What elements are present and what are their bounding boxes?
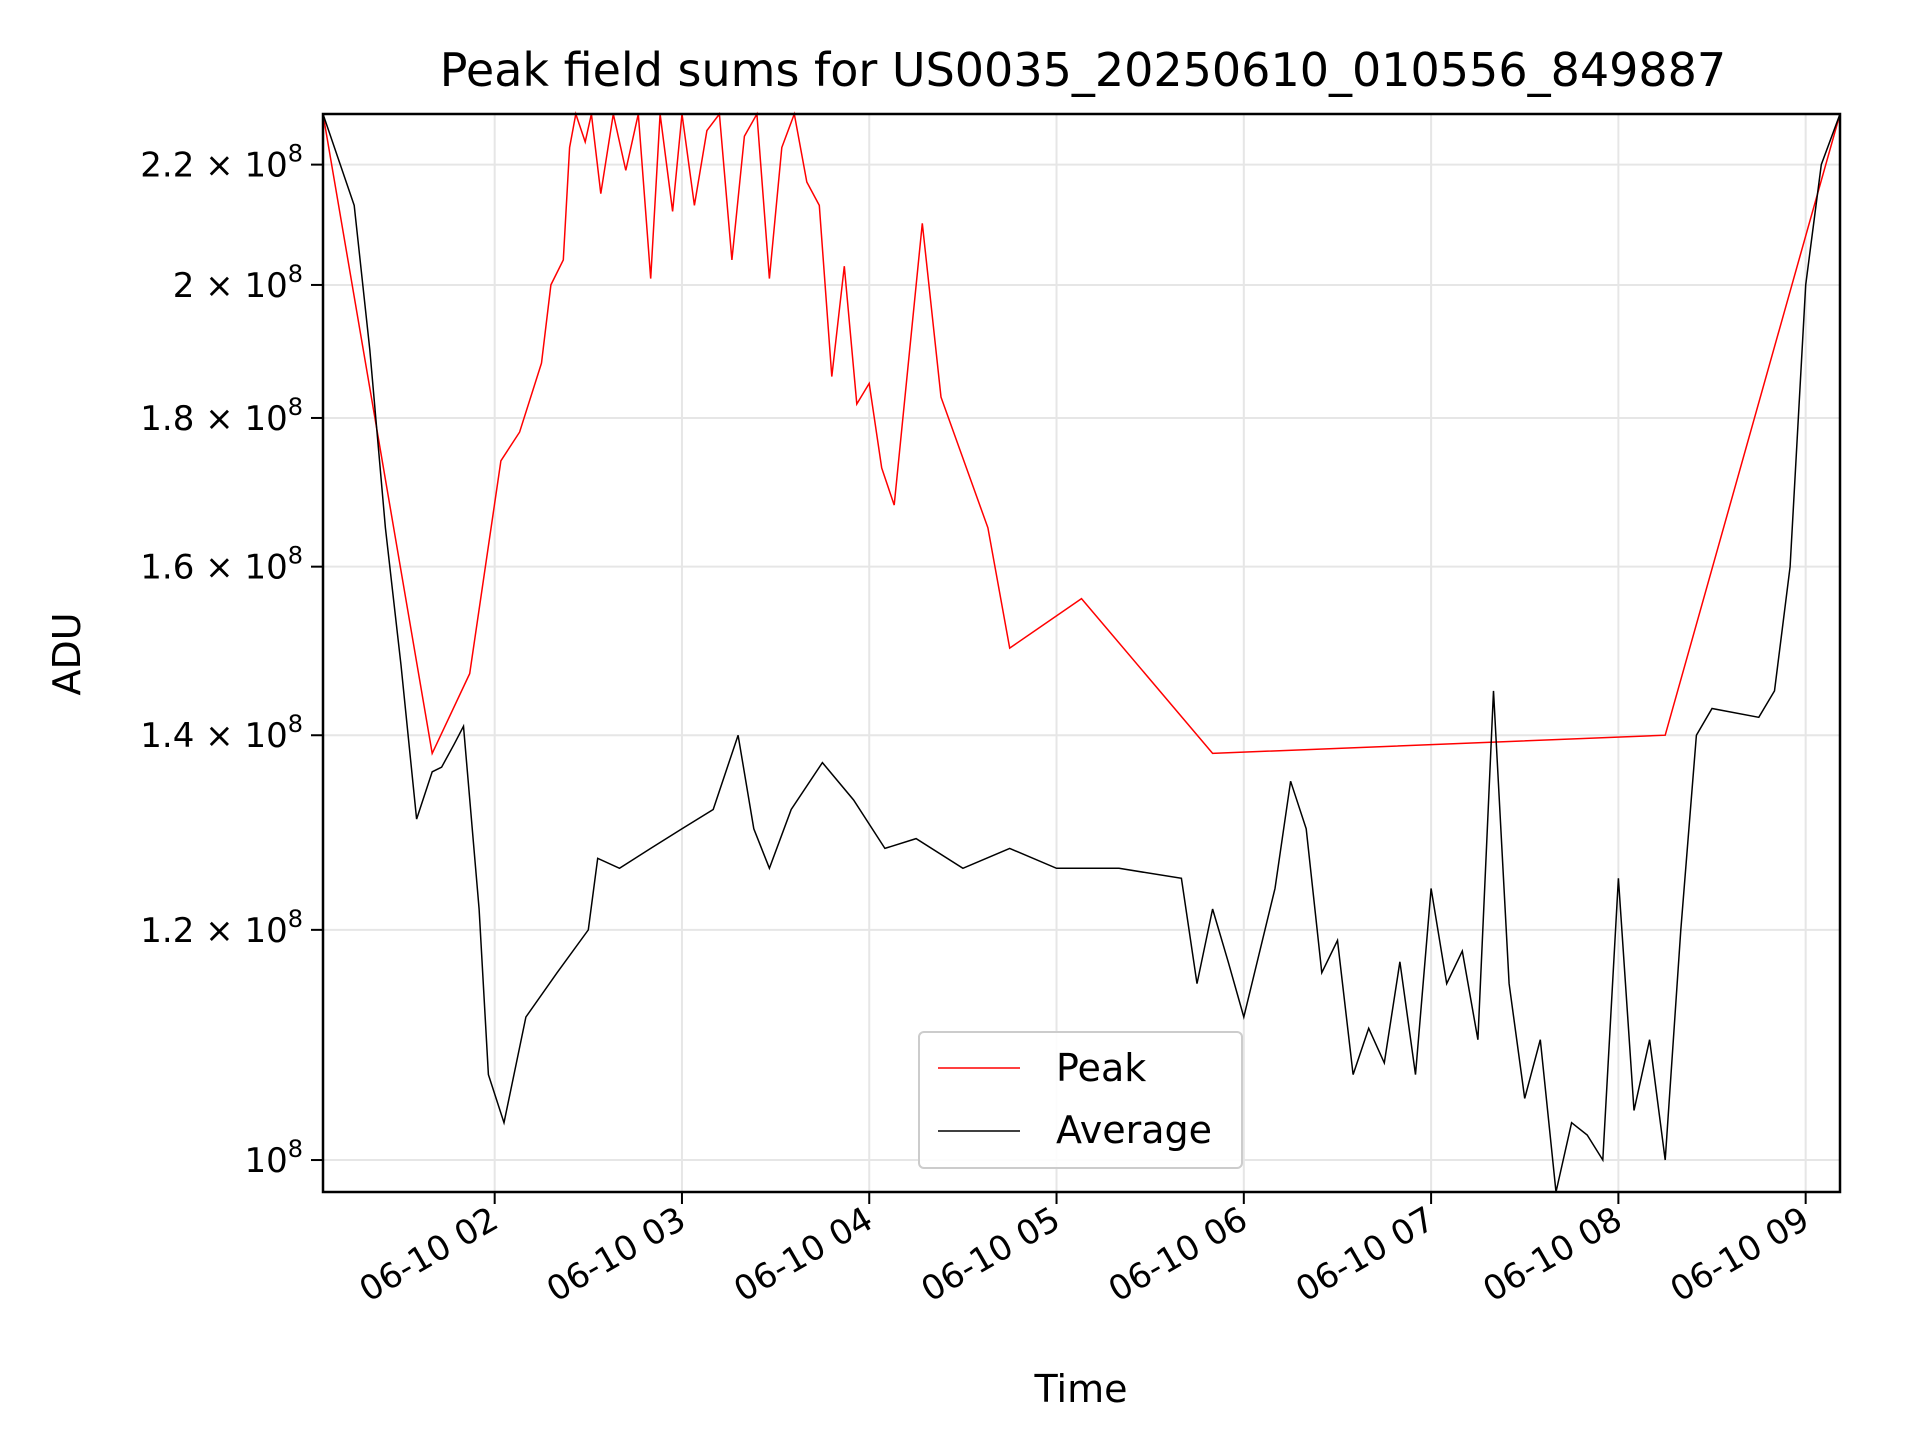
peak-line [322,111,1841,756]
legend-label-average: Average [1056,1108,1212,1152]
y-axis-ticks: 108 1.2 × 108 1.4 × 108 1.6 × 108 1.8 × 108 2… [140,140,323,1181]
chart-title: Peak field sums for US0035_20250610_0105… [440,43,1726,97]
x-tick-label: 06-10 04 [727,1199,879,1310]
y-tick-label: 1.6 × 108 [140,542,303,588]
y-tick-label: 1.8 × 108 [140,393,303,439]
series-peak [322,111,1841,756]
x-tick-label: 06-10 08 [1476,1199,1628,1310]
x-tick-label: 06-10 02 [353,1199,505,1310]
legend-label-peak: Peak [1056,1046,1146,1090]
y-axis-label: ADU [45,612,89,695]
y-tick-label: 2.2 × 108 [140,140,303,186]
legend: Peak Average [918,1031,1243,1169]
x-axis-ticks: 06-10 02 06-10 03 06-10 04 06-10 05 06-10 06… [353,1192,1816,1310]
series-average [322,113,1841,1193]
grid [323,114,1840,1192]
x-tick-label: 06-10 07 [1289,1199,1441,1310]
x-tick-label: 06-10 06 [1102,1199,1254,1310]
x-tick-label: 06-10 03 [540,1199,692,1310]
y-tick-label: 108 [244,1135,303,1181]
average-line [322,113,1841,1193]
y-tick-label: 2 × 108 [173,260,303,306]
y-tick-label: 1.2 × 108 [140,905,303,951]
x-tick-label: 06-10 09 [1664,1199,1816,1310]
x-tick-label: 06-10 05 [915,1199,1067,1310]
plot-frame [321,112,1842,1194]
x-axis-label: Time [1034,1367,1128,1411]
y-tick-label: 1.4 × 108 [140,710,303,756]
legend-box [918,1031,1243,1169]
